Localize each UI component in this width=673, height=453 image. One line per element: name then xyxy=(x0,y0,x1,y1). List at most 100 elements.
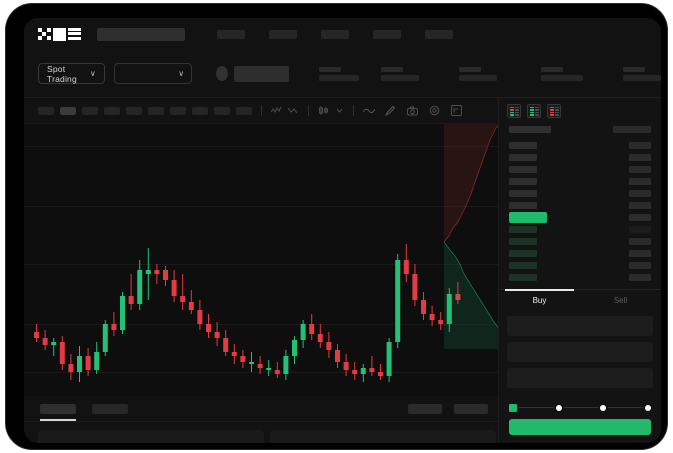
tab-buy[interactable]: Buy xyxy=(499,289,580,310)
tab-buy-label: Buy xyxy=(532,296,547,305)
device-screen: Spot Trading ∨ ∨ xyxy=(24,18,661,443)
orderbook-mode-asks-icon[interactable] xyxy=(547,104,561,118)
orderbook-rows xyxy=(499,139,661,283)
orders-tab-bar xyxy=(24,396,498,422)
timeframe-button-8[interactable] xyxy=(192,106,208,115)
stat-item xyxy=(541,66,583,81)
stepper-step-3[interactable] xyxy=(600,405,607,411)
orderbook-col-price xyxy=(509,126,551,133)
stat-item xyxy=(319,66,359,81)
orderbook-bid-row[interactable] xyxy=(509,223,651,235)
pair-name-label xyxy=(234,65,289,82)
timeframe-button-4[interactable] xyxy=(104,106,120,115)
order-price-field[interactable] xyxy=(507,316,653,336)
stepper-step-4[interactable] xyxy=(644,405,651,411)
gridline xyxy=(24,206,498,207)
price-chart[interactable] xyxy=(24,124,498,396)
orderbook-ask-row[interactable] xyxy=(509,163,651,175)
device-frame: Spot Trading ∨ ∨ xyxy=(6,4,667,449)
orderbook-ask-row[interactable] xyxy=(509,187,651,199)
indicators-icon[interactable] xyxy=(271,106,282,115)
spot-trading-dropdown[interactable]: Spot Trading ∨ xyxy=(38,63,105,84)
orderbook-last-price xyxy=(509,211,651,223)
draw-pencil-icon[interactable] xyxy=(385,105,396,116)
timeframe-button-5[interactable] xyxy=(126,106,142,115)
camera-icon[interactable] xyxy=(407,106,418,116)
timeframe-button-10[interactable] xyxy=(236,106,252,115)
pair-stats-bar: Spot Trading ∨ ∨ xyxy=(24,50,661,98)
settings-gear-icon[interactable] xyxy=(429,105,440,116)
orderbook-col-amount xyxy=(613,126,651,133)
nav-link-1[interactable] xyxy=(217,29,245,39)
order-total-field[interactable] xyxy=(507,368,653,388)
orderbook-trade-panel: Buy Sell xyxy=(498,98,661,443)
pair-select-dropdown[interactable]: ∨ xyxy=(113,63,193,84)
gridline xyxy=(24,372,498,373)
stat-item xyxy=(459,66,497,81)
orderbook-bid-row[interactable] xyxy=(509,235,651,247)
timeframe-button-7[interactable] xyxy=(170,106,186,115)
orderbook-mode-toggles xyxy=(499,98,661,124)
tab-open-orders[interactable] xyxy=(40,403,76,421)
nav-links xyxy=(217,29,453,39)
timeframe-button-2[interactable] xyxy=(60,106,76,115)
buy-sell-tabs: Buy Sell xyxy=(499,289,661,310)
stepper-step-2[interactable] xyxy=(555,405,562,411)
toolbar-divider xyxy=(261,105,262,116)
candlestick-series xyxy=(34,244,461,382)
stat-item xyxy=(381,66,419,81)
orders-action-1[interactable] xyxy=(408,403,442,414)
order-amount-field[interactable] xyxy=(507,342,653,362)
compare-icon[interactable] xyxy=(288,106,299,115)
orderbook-ask-row[interactable] xyxy=(509,139,651,151)
orderbook-ask-row[interactable] xyxy=(509,175,651,187)
orderbook-mode-bids-icon[interactable] xyxy=(527,104,541,118)
nav-link-4[interactable] xyxy=(373,29,401,39)
candle-type-icon[interactable] xyxy=(318,106,329,115)
search-input[interactable] xyxy=(97,27,185,41)
timeframe-button-1[interactable] xyxy=(38,106,54,115)
nav-link-3[interactable] xyxy=(321,29,349,39)
orderbook-bid-row[interactable] xyxy=(509,259,651,271)
orderbook-mode-both-icon[interactable] xyxy=(507,104,521,118)
top-navigation-bar xyxy=(24,18,661,50)
orderbook-bid-row[interactable] xyxy=(509,271,651,283)
orderbook-header xyxy=(499,124,661,139)
stepper-step-1[interactable] xyxy=(509,404,517,412)
gridline xyxy=(24,146,498,147)
onboarding-stepper xyxy=(509,402,651,414)
spot-trading-label: Spot Trading xyxy=(47,63,77,84)
stepper-connector xyxy=(515,407,645,408)
orders-action-2[interactable] xyxy=(454,403,488,414)
toolbar-divider xyxy=(308,105,309,116)
tab-sell[interactable]: Sell xyxy=(580,290,661,310)
nav-link-2[interactable] xyxy=(269,29,297,39)
chart-toolbar xyxy=(24,98,661,124)
timeframe-button-3[interactable] xyxy=(82,106,98,115)
chevron-down-icon: ∨ xyxy=(89,68,96,78)
timeframe-button-9[interactable] xyxy=(214,106,230,115)
volume-histogram xyxy=(34,344,464,388)
stat-item xyxy=(623,66,661,81)
fullscreen-icon[interactable] xyxy=(451,105,462,116)
tab-sell-label: Sell xyxy=(613,296,628,305)
orderbook-ask-row[interactable] xyxy=(509,151,651,163)
submit-order-button[interactable] xyxy=(509,419,651,435)
okx-logo-icon[interactable] xyxy=(38,27,81,41)
timeframe-button-6[interactable] xyxy=(148,106,164,115)
nav-link-5[interactable] xyxy=(425,29,453,39)
orderbook-bid-row[interactable] xyxy=(509,247,651,259)
bottom-panel-2[interactable] xyxy=(270,430,496,443)
gridline xyxy=(24,324,498,325)
gridline xyxy=(24,264,498,265)
orders-actions xyxy=(408,403,498,414)
bottom-panel-1[interactable] xyxy=(38,430,264,443)
orderbook-ask-row[interactable] xyxy=(509,199,651,211)
line-chart-icon[interactable] xyxy=(363,106,375,115)
tab-order-history[interactable] xyxy=(92,403,128,414)
coin-avatar xyxy=(216,66,229,81)
toolbar-divider xyxy=(353,105,354,116)
chevron-down-icon[interactable] xyxy=(335,106,344,115)
chevron-down-icon: ∨ xyxy=(178,68,185,78)
